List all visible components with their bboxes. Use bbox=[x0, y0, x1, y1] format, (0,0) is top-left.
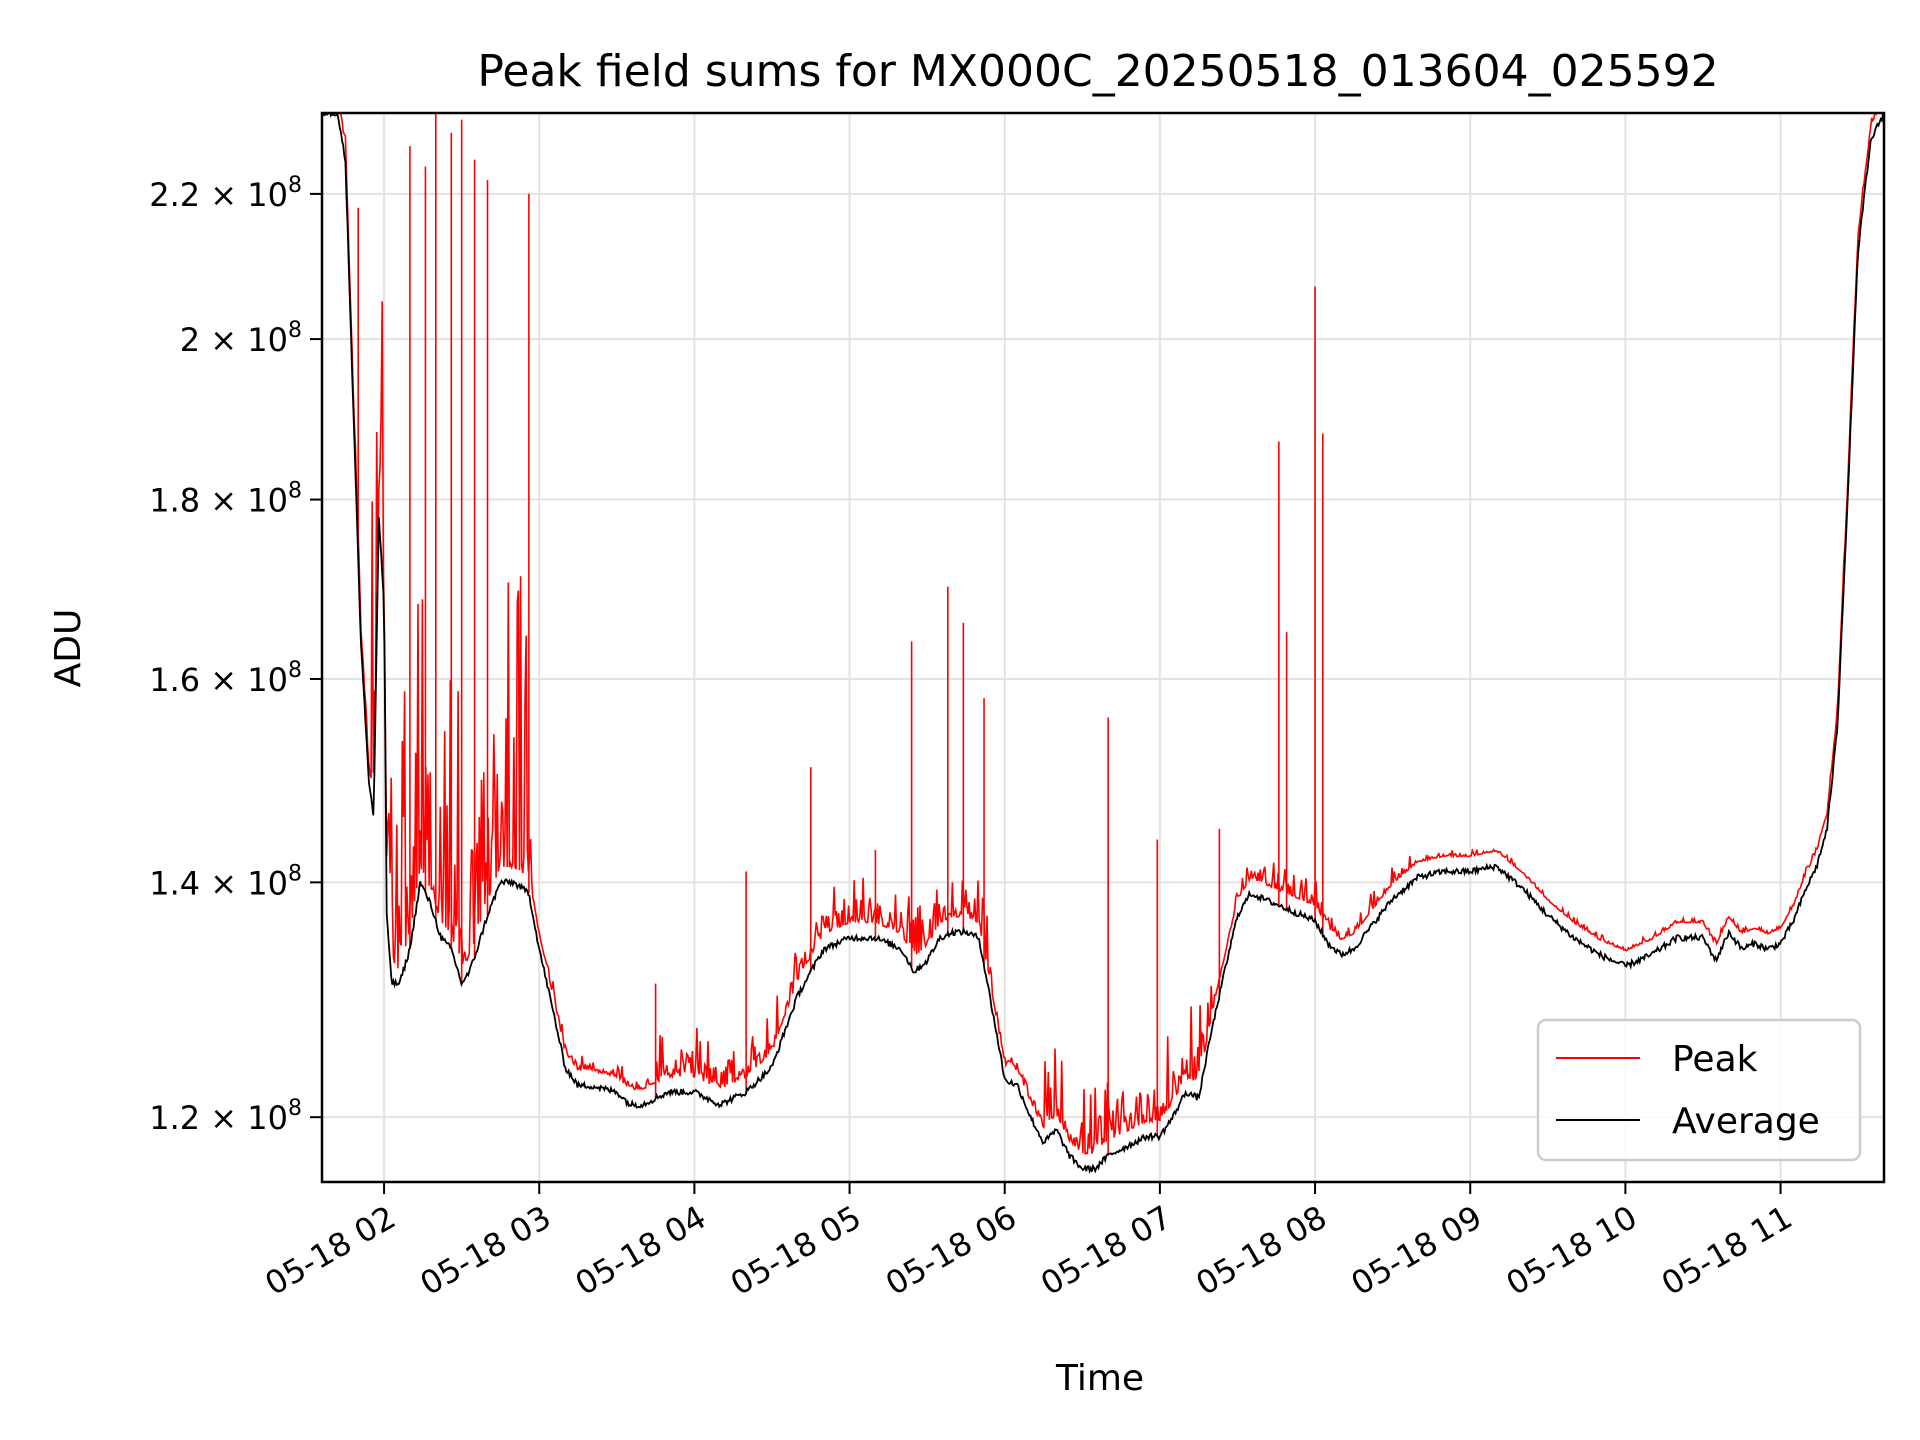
y-tick-label: 1.4 × 108 bbox=[149, 861, 302, 902]
y-tick-mantissa: 1.4 bbox=[149, 864, 200, 902]
peak-series-line bbox=[339, 113, 1878, 1155]
legend-label-average: Average bbox=[1672, 1101, 1820, 1142]
y-tick-exponent: 8 bbox=[288, 479, 302, 504]
y-tick-label: 1.8 × 108 bbox=[149, 479, 302, 520]
x-tick-label: 05-18 02 bbox=[258, 1198, 402, 1303]
y-tick-mantissa: 2 bbox=[180, 321, 200, 359]
average-series-line bbox=[322, 113, 1884, 1175]
x-tick-label: 05-18 10 bbox=[1500, 1198, 1644, 1303]
y-tick-label: 2 × 108 bbox=[180, 318, 302, 359]
y-tick-times: × bbox=[200, 661, 247, 699]
y-tick-base: 10 bbox=[247, 482, 288, 520]
y-tick-exponent: 8 bbox=[288, 658, 302, 683]
x-tick-label: 05-18 05 bbox=[724, 1198, 868, 1303]
y-tick-base: 10 bbox=[247, 1099, 288, 1137]
legend: Peak Average bbox=[1536, 1018, 1862, 1162]
y-tick-exponent: 8 bbox=[288, 861, 302, 886]
plot-frame bbox=[320, 111, 1886, 1184]
x-tick-label: 05-18 06 bbox=[879, 1198, 1023, 1303]
y-tick-base: 10 bbox=[247, 864, 288, 902]
chart-title: Peak field sums for MX000C_20250518_0136… bbox=[477, 46, 1718, 97]
y-tick-times: × bbox=[200, 176, 247, 214]
y-tick-label: 1.6 × 108 bbox=[149, 658, 302, 699]
y-tick-times: × bbox=[200, 1099, 247, 1137]
x-tick-label: 05-18 07 bbox=[1034, 1198, 1178, 1303]
y-tick-base: 10 bbox=[247, 661, 288, 699]
series-layer bbox=[322, 113, 1884, 1175]
y-tick-times: × bbox=[200, 321, 247, 359]
y-tick-mantissa: 1.2 bbox=[149, 1099, 200, 1137]
y-tick-mantissa: 2.2 bbox=[149, 176, 200, 214]
x-tick-label: 05-18 09 bbox=[1345, 1198, 1489, 1303]
y-tick-exponent: 8 bbox=[288, 173, 302, 198]
x-tick-label: 05-18 08 bbox=[1189, 1198, 1333, 1303]
y-axis-label: ADU bbox=[48, 609, 89, 688]
x-tick-label: 05-18 11 bbox=[1655, 1198, 1799, 1303]
y-tick-base: 10 bbox=[247, 321, 288, 359]
legend-box bbox=[1536, 1018, 1862, 1162]
y-tick-exponent: 8 bbox=[288, 1096, 302, 1121]
x-tick-label: 05-18 04 bbox=[569, 1198, 713, 1303]
y-tick-mantissa: 1.6 bbox=[149, 661, 200, 699]
x-axis: 05-18 02 05-18 03 05-18 04 05-18 05 05-18 06… bbox=[258, 1182, 1799, 1303]
y-tick-label: 2.2 × 108 bbox=[149, 173, 302, 214]
y-tick-label: 1.2 × 108 bbox=[149, 1096, 302, 1137]
y-tick-times: × bbox=[200, 482, 247, 520]
y-tick-exponent: 8 bbox=[288, 318, 302, 343]
x-axis-label: Time bbox=[1055, 1358, 1144, 1399]
y-tick-base: 10 bbox=[247, 176, 288, 214]
grid bbox=[322, 113, 1884, 1182]
legend-label-peak: Peak bbox=[1672, 1039, 1758, 1080]
y-tick-times: × bbox=[200, 864, 247, 902]
y-tick-mantissa: 1.8 bbox=[149, 482, 200, 520]
x-tick-label: 05-18 03 bbox=[414, 1198, 558, 1303]
